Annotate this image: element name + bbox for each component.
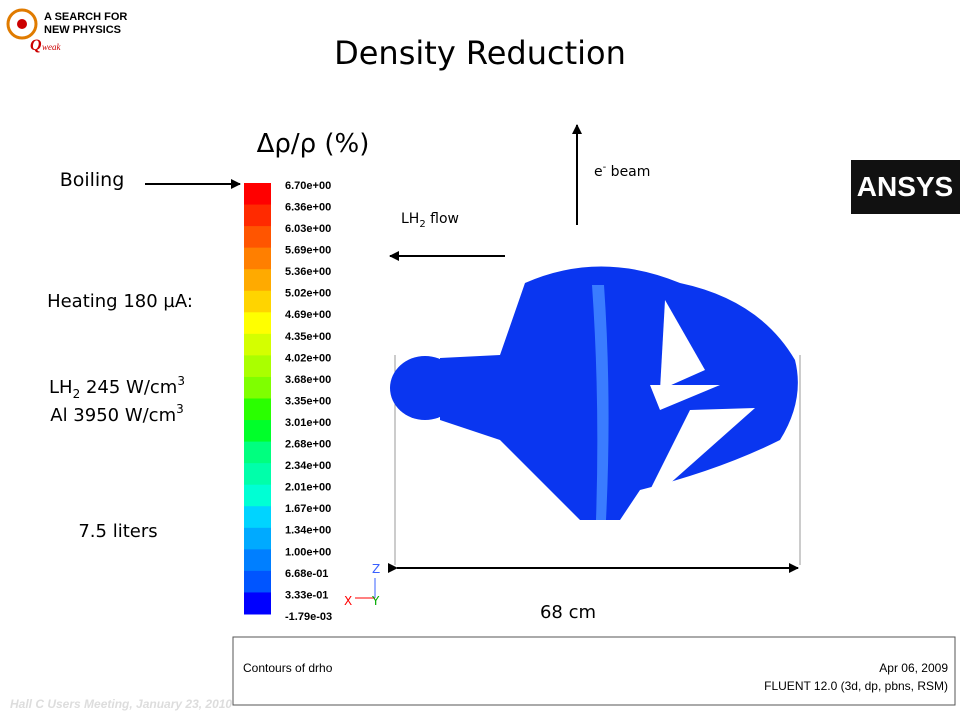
colorbar-band [244,527,271,550]
annotation: e- beam [594,162,650,180]
note: Heating 180 µA: [47,291,193,312]
logo-weak: weak [42,42,61,52]
colorbar-label: 6.36e+00 [285,201,331,213]
logo-line: A SEARCH FOR [44,11,127,23]
hole [660,300,705,390]
colorbar-label: 1.67e+00 [285,503,331,515]
brand-box [851,160,960,214]
colorbar-label: 5.36e+00 [285,266,331,278]
colorbar-label: 3.33e-01 [285,589,328,601]
colorbar-label: 2.34e+00 [285,460,331,472]
colorbar-band [244,420,271,443]
hole [640,408,755,510]
colorbar-band [244,570,271,593]
body [440,266,798,520]
colorbar-label: 6.70e+00 [285,180,331,192]
colorbar-band [244,441,271,464]
contour-geometry [390,266,801,565]
colorbar-label: 3.01e+00 [285,417,331,429]
colorbar-label: 3.68e+00 [285,374,331,386]
brand: ANSYS [857,171,953,202]
t: LH [401,211,419,227]
sup: - [603,162,607,173]
colorbar-band [244,226,271,249]
colorbar-label: 6.03e+00 [285,223,331,235]
axis-label: Z [372,562,380,576]
colorbar-band [244,204,271,227]
colorbar-band [244,506,271,529]
colorbar-label: 1.00e+00 [285,546,331,558]
sup: 3 [177,374,185,388]
streak [592,285,609,520]
note: 7.5 liters [78,521,157,542]
fluent-box [232,636,956,706]
colorbar-band [244,592,271,615]
colorbar-label: 3.35e+00 [285,395,331,407]
t: Al 3950 W/cm [50,405,176,426]
colorbar-band [244,312,271,335]
colorbar-band [244,333,271,356]
colorbar-label: 2.01e+00 [285,482,331,494]
colorbar-band [244,269,271,292]
colorbar-band [244,549,271,572]
title: Density Reduction [334,34,626,72]
colorbar-band [244,463,271,486]
colorbar-band [244,183,271,206]
axis-label: X [344,594,352,608]
logo: A SEARCH FOR NEW PHYSICS Q weak [6,8,127,54]
sub: 2 [73,387,81,401]
date: Apr 06, 2009 [879,661,948,675]
t: flow [426,211,459,227]
axis-label: Y [371,594,380,608]
colorbar-band [244,376,271,399]
colorbar-band [244,290,271,313]
logo-core [17,19,27,29]
colorbar-title: Δρ/ρ (%) [257,129,370,159]
colorbar-band [244,247,271,270]
note: LH2 245 W/cm3 [49,374,185,401]
sub: 2 [419,219,425,230]
colorbar-label: 1.34e+00 [285,525,331,537]
solver: FLUENT 12.0 (3d, dp, pbns, RSM) [764,679,948,693]
t: LH [49,377,73,398]
caption: Contours of drho [243,661,333,675]
colorbar-label: -1.79e-03 [285,611,332,623]
logo-q: Q [30,37,42,54]
colorbar-label: 5.69e+00 [285,245,331,257]
colorbar-label: 4.69e+00 [285,309,331,321]
colorbar-band [244,355,271,378]
logo-line: NEW PHYSICS [44,24,121,36]
colorbar-label: 6.68e-01 [285,568,328,580]
colorbar-label: 4.35e+00 [285,331,331,343]
colorbar-band [244,484,271,507]
note: Boiling [60,169,125,191]
logo-ring [6,8,38,40]
dimension-label: 68 cm [540,602,596,623]
t: 245 W/cm [80,377,177,398]
t: e [594,164,603,180]
sup: 3 [176,402,184,416]
hole [650,385,720,410]
colorbar-label: 2.68e+00 [285,439,331,451]
colorbar-band [244,398,271,421]
colorbar-label: 5.02e+00 [285,288,331,300]
footer: Hall C Users Meeting, January 23, 2010 [10,697,232,711]
annotation: LH2 flow [401,211,459,230]
note: Al 3950 W/cm3 [50,402,184,426]
colorbar-label: 4.02e+00 [285,352,331,364]
t: beam [606,164,650,180]
